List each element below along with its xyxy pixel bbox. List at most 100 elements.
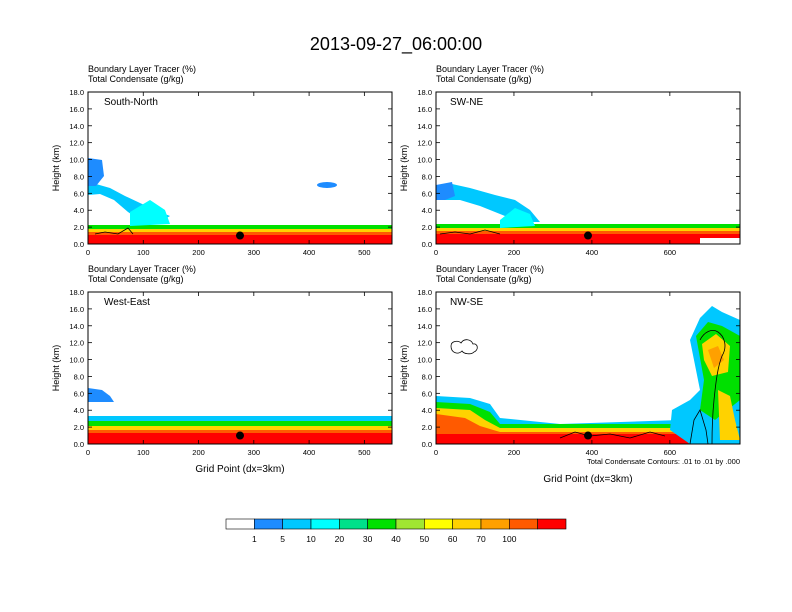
y-tick-label: 16.0 (417, 305, 432, 314)
cloud-tracer (317, 182, 337, 188)
y-tick-label: 8.0 (422, 172, 432, 181)
x-tick-label: 0 (86, 448, 90, 457)
y-tick-label: 2.0 (74, 223, 84, 232)
figure-title: 2013-09-27_06:00:00 (310, 34, 482, 55)
y-tick-label: 10.0 (69, 356, 84, 365)
x-tick-label: 200 (508, 248, 521, 257)
panel-header-line2: Total Condensate (g/kg) (436, 274, 532, 284)
panel-header-line2: Total Condensate (g/kg) (88, 74, 184, 84)
y-tick-label: 4.0 (422, 206, 432, 215)
x-tick-label: 300 (248, 448, 261, 457)
y-ticks: 0.0 2.0 4.0 6.0 8.0 10.0 12.0 14.0 16.0 18.0 (417, 288, 740, 449)
colorbar-label: 30 (363, 534, 373, 544)
panel-nw-se: Boundary Layer Tracer (%) Total Condensa… (399, 264, 741, 485)
y-tick-label: 2.0 (74, 423, 84, 432)
panel-sw-ne: Boundary Layer Tracer (%) Total Condensa… (399, 64, 741, 257)
y-tick-label: 4.0 (74, 206, 84, 215)
y-axis-label: Height (km) (51, 145, 61, 192)
colorbar-label: 40 (391, 534, 401, 544)
x-tick-label: 100 (137, 448, 150, 457)
y-tick-label: 10.0 (417, 156, 432, 165)
station-marker (584, 431, 592, 440)
colorbar-swatch (339, 518, 368, 530)
colorbar-swatch (480, 518, 510, 530)
x-ticks: 0 200 400 600 (434, 292, 676, 457)
colorbar-swatch (310, 518, 340, 530)
y-tick-label: 6.0 (74, 389, 84, 398)
y-tick-label: 18.0 (69, 88, 84, 97)
plot-frame (435, 91, 741, 245)
plot-frame (87, 91, 393, 245)
colorbar-swatch (225, 518, 255, 530)
y-tick-label: 8.0 (74, 172, 84, 181)
y-tick-label: 12.0 (417, 339, 432, 348)
y-tick-label: 10.0 (69, 156, 84, 165)
y-tick-label: 6.0 (74, 189, 84, 198)
y-tick-label: 16.0 (69, 305, 84, 314)
colorbar-swatch (254, 518, 283, 530)
x-ticks: 0 100 200 300 400 500 (86, 92, 371, 257)
condensate-contour (439, 229, 501, 235)
x-tick-label: 100 (137, 248, 150, 257)
x-tick-label: 200 (192, 248, 205, 257)
colorbar-label: 1 (252, 534, 257, 544)
y-axis-label: Height (km) (51, 345, 61, 392)
colorbar-label: 100 (502, 534, 516, 544)
panel-header-line2: Total Condensate (g/kg) (88, 274, 184, 284)
x-tick-label: 600 (664, 248, 677, 257)
y-tick-label: 4.0 (422, 406, 432, 415)
x-tick-label: 600 (664, 448, 677, 457)
condensate-contour (450, 339, 478, 355)
y-tick-label: 12.0 (69, 139, 84, 148)
plot-frame (435, 291, 741, 445)
colorbar: 1 5 10 20 30 40 50 60 70 100 (225, 518, 567, 544)
x-tick-label: 200 (192, 448, 205, 457)
x-axis-label: Grid Point (dx=3km) (195, 464, 284, 475)
y-tick-label: 6.0 (422, 189, 432, 198)
y-tick-label: 8.0 (422, 372, 432, 381)
panel-south-north: Boundary Layer Tracer (%) Total Condensa… (51, 64, 393, 257)
y-tick-label: 18.0 (417, 288, 432, 297)
panel-label: South-North (104, 97, 158, 108)
cloud-tracer (500, 208, 535, 228)
convection-plume (718, 390, 740, 440)
cloud-tracer (130, 200, 170, 226)
x-tick-label: 0 (434, 248, 438, 257)
colorbar-label: 20 (335, 534, 345, 544)
x-tick-label: 400 (586, 248, 599, 257)
colorbar-swatch (452, 518, 482, 530)
y-tick-label: 0.0 (74, 240, 84, 249)
panel-header-line1: Boundary Layer Tracer (%) (436, 264, 544, 274)
panel-header-line2: Total Condensate (g/kg) (436, 74, 532, 84)
panel-header-line1: Boundary Layer Tracer (%) (436, 64, 544, 74)
x-tick-label: 400 (586, 448, 599, 457)
x-tick-label: 400 (303, 448, 316, 457)
colorbar-swatch (509, 518, 538, 530)
colorbar-swatch (395, 518, 425, 530)
y-tick-label: 18.0 (417, 88, 432, 97)
y-tick-label: 10.0 (417, 356, 432, 365)
x-tick-label: 500 (358, 448, 371, 457)
y-tick-label: 0.0 (422, 440, 432, 449)
panel-header-line1: Boundary Layer Tracer (%) (88, 264, 196, 274)
x-tick-label: 400 (303, 248, 316, 257)
y-tick-label: 2.0 (422, 223, 432, 232)
y-tick-label: 6.0 (422, 389, 432, 398)
y-ticks: 0.0 2.0 4.0 6.0 8.0 10.0 12.0 14.0 16.0 18.0 (69, 288, 392, 449)
condensate-contour (689, 409, 709, 444)
x-ticks: 0 100 200 300 400 500 (86, 292, 371, 457)
panel-header-line1: Boundary Layer Tracer (%) (88, 64, 196, 74)
x-tick-label: 0 (434, 448, 438, 457)
x-tick-label: 300 (248, 248, 261, 257)
y-tick-label: 16.0 (417, 105, 432, 114)
colorbar-swatch (367, 518, 397, 530)
y-tick-label: 18.0 (69, 288, 84, 297)
y-tick-label: 0.0 (422, 240, 432, 249)
y-axis-label: Height (km) (399, 345, 409, 392)
station-marker (236, 231, 244, 240)
y-axis-label: Height (km) (399, 145, 409, 192)
x-tick-label: 200 (508, 448, 521, 457)
y-tick-label: 14.0 (69, 322, 84, 331)
panel-label: SW-NE (450, 97, 483, 108)
